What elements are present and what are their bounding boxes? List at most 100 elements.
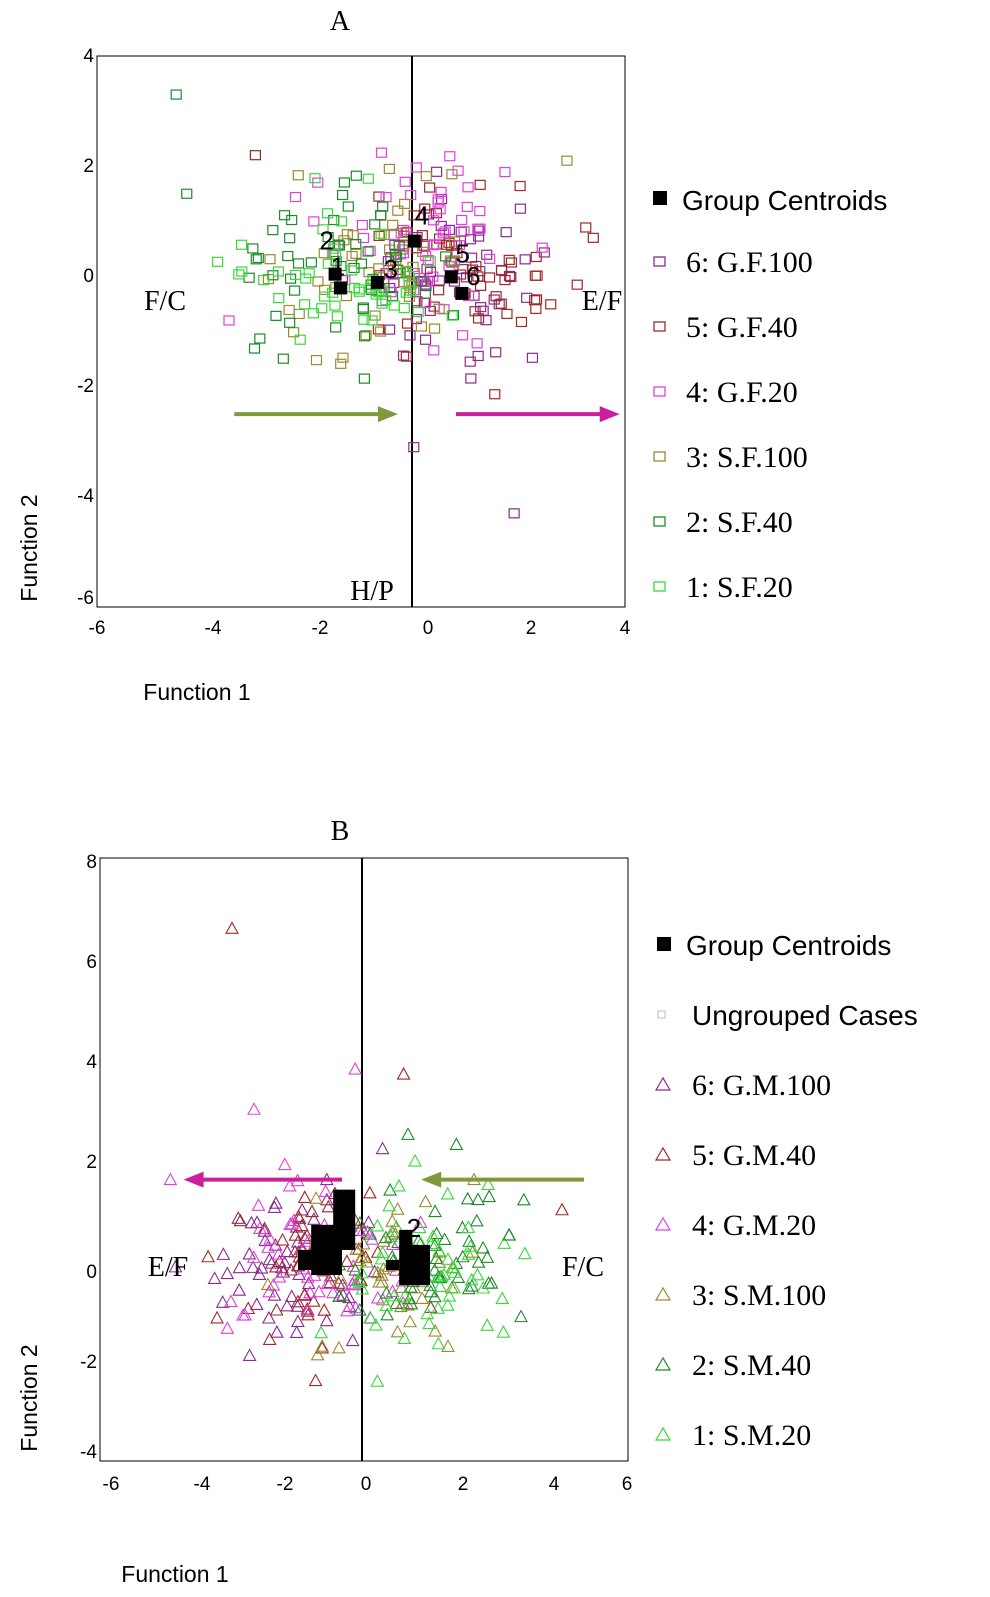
data-point-5 (284, 233, 296, 244)
data-point-6 (476, 1280, 491, 1294)
legend-series-label: 6: G.F.100 (686, 246, 813, 279)
data-point-6 (374, 1251, 389, 1265)
data-point-1 (232, 1260, 247, 1274)
data-point-6 (309, 173, 321, 184)
data-point-6 (446, 310, 458, 321)
data-point-2 (483, 272, 496, 283)
data-point-4 (406, 278, 418, 289)
panel-b-xtick: 4 (549, 1474, 560, 1495)
data-point-4 (260, 1277, 275, 1291)
data-point-5 (305, 257, 317, 268)
data-point-5 (460, 1191, 475, 1205)
data-point-1 (345, 1333, 360, 1347)
panel-a-xtick: -6 (89, 618, 106, 639)
direction-arrow-1 (421, 1171, 584, 1188)
data-point-6 (211, 256, 224, 267)
panel-b-ytick: 4 (86, 1052, 97, 1073)
data-point-3 (397, 248, 410, 259)
data-point-3 (340, 1303, 354, 1317)
data-point-6 (400, 287, 412, 298)
data-point-2 (362, 1185, 377, 1199)
data-point-6 (422, 1316, 437, 1330)
data-point-3 (462, 182, 474, 193)
data-point-6 (424, 1236, 439, 1250)
panel-a-y-axis: 4 2 0 -2 -4 -6 (77, 46, 94, 609)
data-point-3 (326, 1285, 340, 1299)
data-point-outlier (348, 1061, 363, 1075)
data-point-5 (358, 331, 371, 342)
data-point-3 (439, 226, 451, 237)
data-point-2 (530, 303, 542, 314)
data-point-3 (458, 226, 470, 237)
data-point-5 (415, 275, 427, 287)
data-point-5 (369, 219, 381, 230)
data-point-2 (490, 291, 502, 302)
group-centroid-5 (444, 270, 458, 284)
data-point-4 (319, 284, 331, 295)
data-point-4 (400, 1297, 415, 1311)
legend-series-marker (653, 451, 666, 462)
data-point-outlier (502, 1227, 517, 1241)
data-point-6 (354, 1265, 369, 1279)
data-point-6 (433, 1279, 448, 1293)
data-point-3 (223, 1294, 238, 1308)
data-point-2 (323, 1275, 338, 1289)
data-point-6 (335, 216, 348, 227)
data-point-1 (306, 1212, 321, 1225)
data-point-6 (412, 306, 424, 318)
data-point-5 (429, 1226, 444, 1240)
data-point-3 (410, 162, 422, 173)
data-point-3 (360, 1224, 375, 1238)
data-point-1 (455, 226, 467, 237)
data-point-6 (437, 1267, 452, 1281)
data-point-6 (353, 286, 365, 297)
data-point-4 (309, 1191, 323, 1204)
data-point-4 (446, 169, 458, 180)
panel-a-arrows (234, 406, 620, 423)
data-point-1 (231, 1211, 246, 1224)
panel-a-ytick: -6 (77, 588, 94, 609)
data-point-1 (290, 1299, 305, 1312)
data-point-4 (355, 1250, 369, 1264)
data-point-4 (378, 229, 390, 241)
data-point-3 (356, 1223, 371, 1236)
data-point-2 (475, 280, 487, 291)
data-point-1 (473, 225, 485, 236)
data-point-2 (288, 1228, 303, 1241)
data-point-outlier (401, 1127, 415, 1140)
data-point-5 (516, 1192, 531, 1206)
data-point-5 (429, 1251, 444, 1264)
data-point-4 (335, 358, 347, 369)
data-point-outlier (163, 1172, 178, 1186)
data-point-6 (432, 1243, 447, 1257)
legend-series-label: 1: S.M.20 (692, 1419, 811, 1452)
data-point-1 (404, 330, 416, 341)
group-centroid-block (399, 1229, 413, 1250)
data-point-5 (393, 240, 405, 251)
data-point-1 (232, 1283, 247, 1296)
data-point-3 (444, 151, 456, 162)
data-point-5 (428, 1204, 443, 1218)
legend-series-marker (654, 1216, 672, 1231)
data-point-3 (271, 1246, 286, 1260)
data-point-3 (246, 1250, 261, 1263)
panel-b-ytick: -2 (80, 1352, 97, 1373)
panel-b-xtick: 0 (361, 1474, 372, 1495)
data-point-6 (517, 1246, 532, 1260)
data-point-1 (384, 324, 396, 335)
data-point-5 (357, 302, 369, 313)
legend-series-label: 5: G.F.40 (686, 311, 798, 344)
data-point-2 (474, 179, 486, 190)
data-point-3 (387, 269, 399, 280)
data-point-5 (455, 1249, 470, 1263)
data-point-5 (292, 258, 305, 269)
data-point-5 (328, 214, 340, 226)
data-point-6 (368, 1317, 383, 1331)
data-point-6 (403, 270, 415, 282)
data-point-1 (290, 1314, 305, 1328)
data-point-1 (216, 1247, 231, 1260)
data-point-outlier (561, 155, 573, 166)
data-point-5 (250, 254, 262, 265)
data-point-4 (390, 1324, 405, 1338)
